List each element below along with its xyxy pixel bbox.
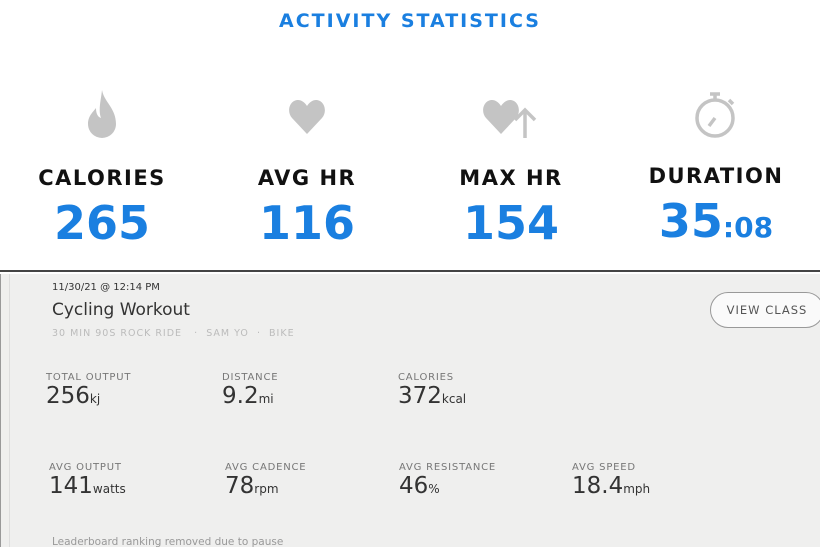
stat-distance: DISTANCE 9.2mi [222,372,279,409]
workout-subtitle: 30 MIN 90S ROCK RIDE · SAM YO · BIKE [52,328,295,339]
stopwatch-icon [695,92,735,138]
heart-arrow-up-icon [483,100,537,138]
stat-value: 116 [258,196,356,250]
stat-value: 35:08 [658,194,774,248]
stat-label: MAX HR [459,166,563,190]
workout-date: 11/30/21 @ 12:14 PM [52,282,160,293]
stat-avg-output: AVG OUTPUT 141watts [49,462,126,499]
stat-avg-cadence: AVG CADENCE 78rpm [225,462,307,499]
flame-icon [88,90,116,138]
stat-avg-resistance: AVG RESISTANCE 46% [399,462,497,499]
stat-label: CALORIES [38,166,166,190]
stat-label: AVG HR [257,166,357,190]
stat-avg-speed: AVG SPEED 18.4mph [572,462,651,499]
stat-max-hr: MAX HR 154 [411,88,611,250]
activity-statistics-panel: ACTIVITY STATISTICS CALORIES 265 AVG HR … [0,0,820,272]
stat-value: 265 [53,196,151,250]
leaderboard-note: Leaderboard ranking removed due to pause [52,536,284,548]
heart-icon [289,100,325,134]
workout-title: Cycling Workout [52,300,190,320]
stat-value: 154 [462,196,560,250]
view-class-button[interactable]: VIEW CLASS [710,292,820,328]
stat-calories: CALORIES 372kcal [398,372,467,409]
stat-duration: DURATION 35:08 [616,86,816,248]
workout-details-panel: 11/30/21 @ 12:14 PM Cycling Workout 30 M… [0,274,820,548]
stat-avg-hr: AVG HR 116 [207,88,407,250]
panel-title: ACTIVITY STATISTICS [279,10,541,32]
stat-total-output: TOTAL OUTPUT 256kj [46,372,132,409]
stat-calories: CALORIES 265 [2,88,202,250]
stat-label: DURATION [648,164,784,188]
